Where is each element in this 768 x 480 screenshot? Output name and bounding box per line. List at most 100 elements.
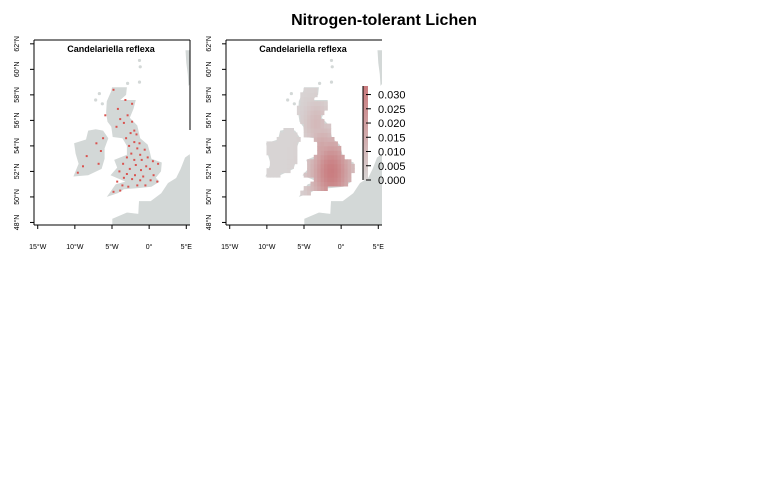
record-point — [115, 125, 118, 128]
heat-cell — [276, 137, 281, 142]
heat-cell — [266, 141, 271, 147]
record-point — [142, 175, 145, 178]
record-point — [112, 190, 115, 193]
record-point — [104, 114, 107, 117]
record-point — [134, 174, 136, 177]
heat-cell — [320, 128, 325, 133]
x-tick-label: 5°E — [373, 243, 385, 251]
colorbar-tick-label: 0.030 — [378, 90, 406, 102]
heat-cell — [324, 137, 328, 142]
heat-cell — [313, 159, 318, 165]
heat-cell — [320, 163, 325, 169]
heat-cell — [337, 181, 342, 187]
heat-cell — [317, 154, 321, 160]
heat-cell — [307, 172, 311, 178]
heat-cell — [273, 145, 278, 151]
heat-cell — [273, 150, 278, 156]
y-tick-label: 56°N — [13, 113, 21, 129]
colorbar-gradient — [363, 86, 368, 180]
heat-cell — [310, 181, 315, 187]
heat-cell — [273, 159, 278, 165]
panel-title-records: Candelariella reflexa — [67, 44, 156, 54]
heat-cell — [303, 96, 308, 102]
record-point — [131, 120, 134, 123]
heat-cell — [327, 150, 332, 156]
heat-cell — [330, 145, 335, 151]
heat-cell — [307, 87, 311, 93]
heat-cell — [317, 119, 321, 124]
heat-cell — [283, 154, 288, 160]
heat-cell — [273, 154, 278, 160]
heat-cell — [266, 145, 271, 151]
heat-cell — [303, 114, 308, 120]
heat-cell — [280, 150, 284, 156]
heat-cell — [310, 163, 315, 169]
heat-cell — [334, 150, 338, 156]
heat-cell — [324, 150, 328, 156]
continent-shape — [111, 153, 190, 225]
heat-cell — [296, 137, 301, 142]
heat-cell — [310, 114, 315, 120]
heat-cell — [266, 168, 271, 174]
heat-cell — [283, 145, 288, 151]
heat-cell — [290, 163, 294, 169]
heat-cell — [317, 110, 321, 116]
heat-cell — [280, 141, 284, 147]
heat-cell — [269, 145, 274, 151]
axis-ticks-modelled: 15°W 10°W 5°W 0° 5°E 48°N 50°N 52°N 54°N 56°N 58°N… — [205, 36, 384, 251]
colorbar-tick-label: 0.000 — [378, 175, 406, 187]
heat-cell — [317, 128, 321, 133]
heat-cell — [286, 145, 291, 151]
record-point — [134, 164, 137, 166]
heat-cell — [313, 137, 318, 142]
record-point — [118, 170, 121, 173]
record-point — [135, 133, 138, 136]
heat-cell — [330, 172, 335, 178]
heat-cell — [266, 172, 271, 178]
heat-cell — [313, 114, 318, 120]
heat-cell — [324, 172, 328, 178]
heat-cell — [290, 154, 294, 160]
heat-cell — [337, 168, 342, 174]
heat-cell — [290, 150, 294, 156]
heat-cell — [327, 141, 332, 147]
heat-cell — [310, 172, 315, 178]
heat-cell — [317, 114, 321, 120]
record-point — [140, 158, 143, 161]
heat-cell — [317, 172, 321, 178]
record-point — [112, 88, 115, 91]
heat-cell — [320, 137, 325, 142]
record-point — [85, 155, 88, 158]
heat-cell — [310, 101, 315, 107]
heat-cell — [283, 168, 288, 174]
heat-cell — [307, 163, 311, 169]
y-tick-label: 52°N — [13, 164, 21, 180]
heat-cell — [310, 105, 315, 111]
heat-cell — [330, 141, 335, 147]
heat-cell — [273, 168, 278, 174]
heat-cell — [324, 168, 328, 174]
records-panel: Candelariella reflexa 15°W 10°W 5°W 0° 5°E 48… — [13, 36, 192, 251]
heat-cell — [286, 150, 291, 156]
heat-cell — [293, 145, 298, 151]
x-tick-label: 5°W — [297, 243, 311, 251]
heat-cell — [310, 186, 315, 191]
y-tick-label: 62°N — [205, 36, 213, 52]
heat-cell — [293, 159, 298, 165]
heat-cell — [344, 177, 349, 183]
heat-cell — [313, 163, 318, 169]
heat-cell — [276, 141, 281, 147]
heat-cell — [330, 154, 335, 160]
heat-cell — [290, 137, 294, 142]
heat-cell — [313, 168, 318, 174]
heat-cell — [320, 101, 325, 107]
heat-cell — [317, 105, 321, 111]
record-point — [138, 142, 141, 145]
heat-cell — [344, 172, 349, 178]
heat-cell — [324, 181, 328, 187]
heat-cell — [324, 159, 328, 165]
heat-cell — [286, 141, 291, 147]
heat-cell — [276, 159, 281, 165]
record-point — [151, 160, 154, 163]
